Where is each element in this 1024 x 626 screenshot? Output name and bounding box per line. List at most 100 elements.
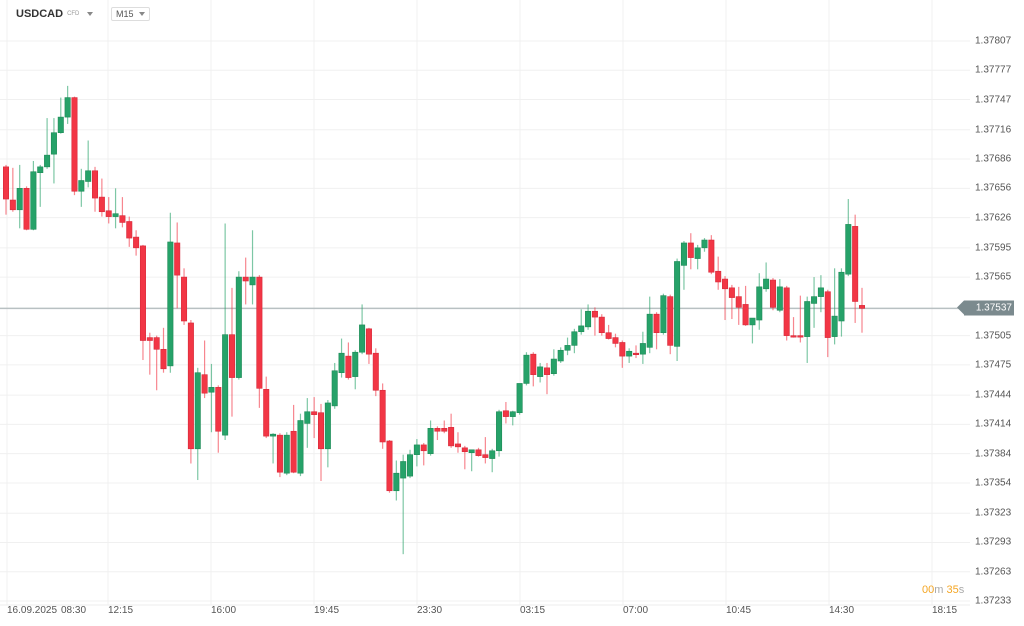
candle [256,275,263,408]
price-tick-label: 1.37414 [975,418,1012,430]
candle-body [133,236,140,249]
candle-body [201,374,208,394]
candle-body [359,324,366,353]
symbol-selector[interactable]: USDCAD CFD [16,8,94,20]
candles [2,85,865,555]
candle [208,363,215,433]
time-tick-label: 14:30 [829,605,855,616]
candle-body [167,241,174,367]
candle-body [838,271,845,322]
price-tick-label: 1.37293 [975,536,1012,548]
candle [831,268,838,345]
candle [824,289,831,358]
candle [701,238,708,252]
candle-body [263,388,270,437]
candle [297,413,304,477]
candle-body [98,196,105,213]
price-tick-label: 1.37807 [975,35,1012,47]
candle-body [776,286,783,311]
candle [57,97,64,134]
price-tick-label: 1.37595 [975,242,1012,254]
candle-body [543,367,550,375]
candle [146,332,153,375]
candle [776,279,783,313]
candle-body [283,434,290,474]
candle-body [222,334,229,436]
candle [92,166,99,212]
candle-body [160,348,167,370]
candle [715,256,722,290]
candle-body [468,449,475,454]
candle [502,401,509,424]
candle-body [119,215,126,223]
candle [667,294,674,355]
candle [537,362,544,383]
candle-body [646,313,653,348]
candle-body [804,301,811,337]
candle-body [578,325,585,333]
candle [461,445,468,470]
candle-body [427,428,434,454]
time-tick-label: 03:15 [520,605,546,616]
candle [475,447,482,457]
candle [160,327,167,373]
candle-body [105,210,112,217]
candle-body [181,276,188,322]
chevron-down-icon [87,12,94,16]
candle [448,413,455,448]
candle-body [571,331,578,346]
chevron-down-icon [138,12,145,16]
candle [194,367,201,481]
candle-body [612,337,619,344]
candle [215,385,222,453]
candle-body [674,261,681,347]
candle [742,285,749,326]
candle-body [338,352,345,374]
candle-body [441,428,448,432]
candle-body [680,242,687,266]
candle [270,433,277,464]
candle-body [311,411,318,415]
candle-body [146,337,153,341]
candle [591,307,598,336]
price-tick-label: 1.37263 [975,566,1012,578]
candle-body [50,132,57,155]
candle-body [858,305,865,309]
candle-body [242,276,249,282]
price-tick-label: 1.37323 [975,507,1012,519]
candle-body [728,287,735,298]
candle-body [2,166,10,200]
candle-body [9,199,16,211]
time-tick-label: 19:45 [314,605,340,616]
candle [797,295,804,343]
candle [365,327,372,364]
candle [626,348,633,363]
candle [441,420,448,434]
candle [50,118,57,184]
candle-body [372,352,379,391]
time-tick-label: 23:30 [417,605,443,616]
countdown-minutes-unit: m [934,584,944,596]
candle-body [30,171,37,230]
candle [249,230,256,305]
candle-body [386,440,393,492]
candle-body [708,239,715,273]
candle-body [790,335,797,338]
candle [728,284,735,320]
price-tick-label: 1.37565 [975,271,1012,283]
candle-body [811,296,818,304]
candle-body [516,383,523,414]
candle-body [763,278,770,290]
candle [482,437,489,464]
candle-body [694,247,701,259]
candle [407,449,414,479]
candle [105,197,112,224]
candle-body [756,286,763,321]
candle-body [324,402,331,450]
candle-body [290,430,297,473]
candle [585,304,592,330]
candle [167,212,174,373]
timeframe-selector[interactable]: M15 [111,7,150,21]
candle-body [605,332,612,339]
